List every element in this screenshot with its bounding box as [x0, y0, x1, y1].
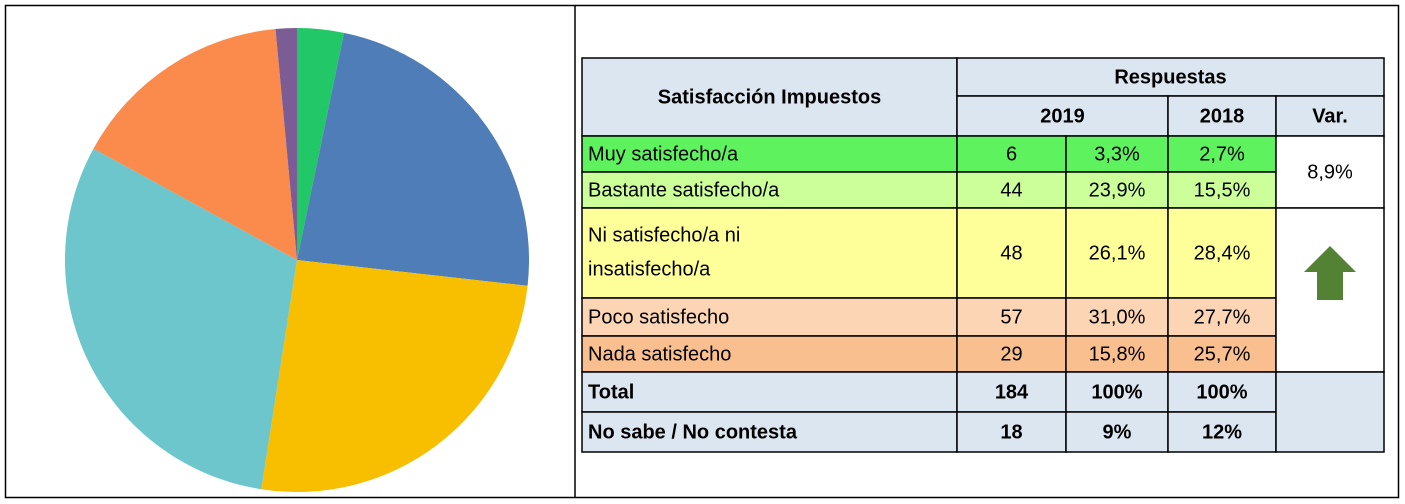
cell-text: 26,1% [1089, 242, 1146, 264]
table-cell [1167, 411, 1277, 453]
pie-slice [64, 148, 297, 490]
table-cell [1065, 371, 1169, 413]
table-cell [1167, 335, 1277, 373]
cell-text: 25,7% [1194, 343, 1251, 365]
cell-text: Satisfacción Impuestos [658, 86, 881, 108]
pie-slice [93, 28, 297, 261]
table-cell [956, 135, 1067, 173]
cell-text: No sabe / No contesta [588, 421, 798, 443]
table-cell [581, 297, 958, 337]
cell-text: 44 [1000, 179, 1022, 201]
up-arrow [1304, 246, 1356, 300]
cell-text: 2,7% [1199, 143, 1245, 165]
cell-text: Respuestas [1114, 66, 1226, 88]
table-cell [1167, 297, 1277, 337]
cell-text: Poco satisfecho [588, 306, 729, 328]
table-cell [1167, 171, 1277, 209]
cell-text: insatisfecho/a [588, 258, 711, 280]
cell-text: Var. [1312, 105, 1348, 127]
table-cell [956, 207, 1067, 299]
cell-text: 57 [1000, 306, 1022, 328]
cell-text: Bastante satisfecho/a [588, 179, 780, 201]
table-cell [956, 57, 1385, 97]
cell-text: 23,9% [1089, 179, 1146, 201]
cell-text: 15,5% [1194, 179, 1251, 201]
table-cell [956, 171, 1067, 209]
cell-text: 15,8% [1089, 343, 1146, 365]
cell-text: 29 [1000, 343, 1022, 365]
table-cell [956, 297, 1067, 337]
cell-text: 6 [1006, 143, 1017, 165]
table-cell [1275, 371, 1385, 453]
pie-slice [261, 260, 528, 492]
cell-text: Nada satisfecho [588, 343, 731, 365]
cell-text: 28,4% [1194, 242, 1251, 264]
table: Satisfacción Impuestos Respuestas 2019 2018… [581, 57, 1385, 453]
table-cell [1065, 207, 1169, 299]
cell-text: 18 [1000, 421, 1022, 443]
cell-text: 27,7% [1194, 306, 1251, 328]
cell-text: Ni satisfecho/a ni [588, 224, 740, 246]
cell-text: 2018 [1200, 105, 1245, 127]
table-cell [1167, 135, 1277, 173]
pie-slice [297, 32, 529, 286]
table-cell [581, 57, 958, 137]
table-cell [1275, 95, 1385, 137]
table-cell [1065, 297, 1169, 337]
table-cell [581, 411, 958, 453]
pie-slice [297, 28, 345, 260]
table-cell [581, 371, 958, 413]
cell-text: 31,0% [1089, 306, 1146, 328]
table-cell [581, 207, 958, 299]
cell-text: 2019 [1040, 105, 1085, 127]
cell-text: 12% [1202, 421, 1242, 443]
table-cell [1065, 411, 1169, 453]
table-cell [1275, 135, 1385, 209]
table-cell [956, 95, 1169, 137]
cell-text: 48 [1000, 242, 1022, 264]
cell-text: 100% [1196, 381, 1247, 403]
table-cell [1065, 335, 1169, 373]
cell-text: Muy satisfecho/a [588, 143, 739, 165]
cell-text: 8,9% [1307, 161, 1353, 183]
pie-chart [64, 28, 529, 492]
cell-text: Total [588, 381, 634, 403]
cell-text: 100% [1091, 381, 1142, 403]
pie-slice [275, 28, 297, 260]
cell-text: 9% [1103, 421, 1132, 443]
table-cell [956, 371, 1067, 413]
cell-text: 3,3% [1094, 143, 1140, 165]
cell-text: 184 [995, 381, 1029, 403]
table-cell [1167, 207, 1277, 299]
